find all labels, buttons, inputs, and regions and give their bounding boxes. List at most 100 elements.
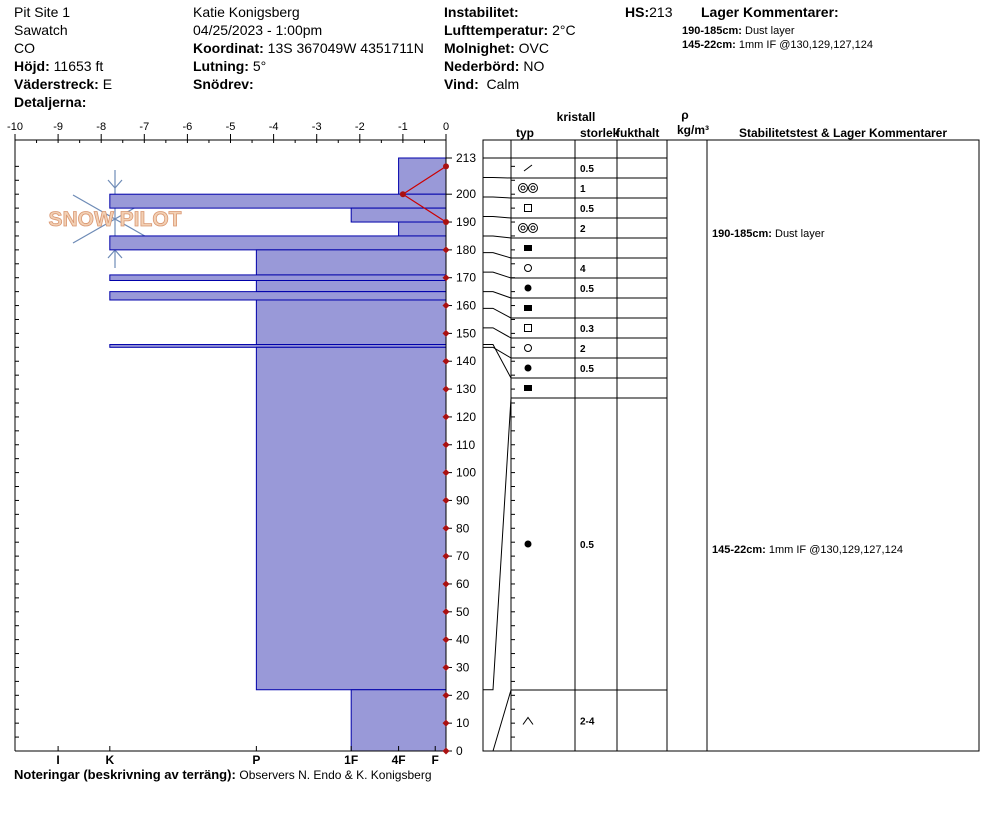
aspect-value: E	[102, 76, 113, 92]
instability-label: Instabilitet:	[444, 4, 519, 20]
temperature-marker	[442, 302, 450, 310]
temperature-marker	[442, 413, 450, 421]
aspect: Väderstreck: E	[14, 76, 112, 92]
stability-comment: 145-22cm: 1mm IF @130,129,127,124	[712, 544, 903, 556]
crystal-size: 0.5	[580, 540, 594, 551]
hardness-bar	[255, 279, 447, 293]
stability-comment-text: Dust layer	[775, 228, 825, 240]
height-tick-label: 110	[456, 438, 475, 452]
hardness-label: 1F	[344, 753, 358, 767]
height-tick-label: 60	[456, 577, 470, 591]
symbol-melt-cluster	[528, 223, 538, 233]
site-name: Pit Site 1	[14, 4, 71, 20]
coord-value: 13S 367049W 4351711N	[267, 40, 424, 56]
layer-connector	[483, 397, 512, 691]
crystal-size: 0.5	[580, 204, 594, 215]
hardness-bar	[109, 274, 447, 281]
layer-comments-title: Lager Kommentarer:	[701, 4, 839, 20]
instability: Instabilitet:	[444, 4, 519, 20]
details: Detaljerna:	[14, 94, 86, 110]
temp-tick-label: -2	[355, 121, 365, 133]
slope-label: Lutning:	[193, 58, 249, 74]
symbol-melt-cluster	[530, 225, 536, 231]
crystal-size: 0.5	[580, 284, 594, 295]
temperature-marker	[442, 691, 450, 699]
hardness-label: P	[252, 753, 260, 767]
crystal-size: 1	[580, 184, 586, 195]
hardness-bar	[398, 157, 447, 195]
crystal-size: 2	[580, 344, 586, 355]
slope: Lutning: 5°	[193, 58, 266, 74]
precip-label: Nederbörd:	[444, 58, 520, 74]
temp-tick-label: -3	[312, 121, 322, 133]
layer-connector	[483, 327, 512, 339]
details-label: Detaljerna:	[14, 94, 87, 110]
col-rho-header: ρ	[681, 108, 688, 122]
height-tick-label: 100	[456, 466, 476, 480]
height-tick-label: 120	[456, 410, 476, 424]
slope-value: 5°	[252, 58, 267, 74]
height-tick-label: 70	[456, 549, 470, 563]
temp-tick-label: -7	[139, 121, 149, 133]
symbol-ice-layer	[524, 385, 532, 391]
hardness-bar	[350, 689, 447, 752]
temp-tick-label: -10	[7, 121, 23, 133]
height-tick-label: 180	[456, 243, 476, 257]
symbol-ice-layer	[524, 305, 532, 311]
sky-value: OVC	[518, 40, 549, 56]
layer-connector	[483, 196, 512, 199]
temperature-marker	[442, 580, 450, 588]
snowpilot-logo: SNOW PILOT	[48, 170, 182, 268]
temperature-marker	[442, 747, 450, 755]
height-tick-label: 150	[456, 326, 476, 340]
layer-connector	[483, 291, 512, 299]
hardness-bar	[255, 299, 447, 346]
temperature-marker	[442, 719, 450, 727]
col-fukthalt-header: fukthalt	[616, 126, 659, 140]
height-tick-label: 30	[456, 660, 470, 674]
temperature-marker	[442, 608, 450, 616]
layer-connector	[483, 215, 512, 219]
col-stability-header: Stabilitetstest & Lager Kommentarer	[739, 126, 947, 140]
hardness-label: F	[432, 753, 439, 767]
crystal-size: 2-4	[580, 717, 595, 728]
temperature-marker	[442, 524, 450, 532]
wind-value: Calm	[486, 76, 520, 92]
aspect-label: Väderstreck:	[14, 76, 99, 92]
symbol-depth-hoar	[522, 716, 534, 725]
symbol-melt-cluster	[528, 183, 538, 193]
svg-text:SNOW PILOT: SNOW PILOT	[49, 208, 182, 231]
temperature-marker	[442, 496, 450, 504]
symbol-rounded	[524, 264, 532, 272]
symbol-melt-cluster	[518, 183, 528, 193]
layer-connector	[483, 689, 512, 752]
height-tick-label: 40	[456, 633, 470, 647]
temp-tick-label: -8	[96, 121, 106, 133]
symbol-rounded	[524, 344, 532, 352]
header-comment-1: 190-185cm: Dust layer	[682, 25, 795, 37]
airtemp-value: 2°C	[552, 22, 576, 38]
layer-connector	[483, 346, 512, 359]
precip-value: NO	[523, 58, 545, 74]
height-tick-label: 80	[456, 521, 470, 535]
temperature-marker	[442, 469, 450, 477]
notes-label: Noteringar (beskrivning av terräng):	[14, 767, 236, 782]
air-temperature: Lufttemperatur: 2°C	[444, 22, 576, 38]
col-kristall-header: kristall	[557, 110, 596, 124]
hardness-bar	[350, 207, 447, 223]
temp-tick-label: 0	[443, 121, 449, 133]
hardness-label: 4F	[392, 753, 406, 767]
layer-connector	[483, 252, 512, 259]
temp-tick-label: -9	[53, 121, 63, 133]
layer-connector	[483, 235, 512, 239]
height-tick-label: 213	[456, 151, 476, 165]
layer-connector	[483, 271, 512, 279]
datetime: 04/25/2023 - 1:00pm	[193, 22, 323, 38]
temperature-marker	[442, 441, 450, 449]
temperature-marker	[442, 385, 450, 393]
crystal-size: 0.5	[580, 364, 594, 375]
symbol-melt-cluster	[530, 185, 536, 191]
temperature-marker	[442, 636, 450, 644]
temperature-marker	[442, 357, 450, 365]
